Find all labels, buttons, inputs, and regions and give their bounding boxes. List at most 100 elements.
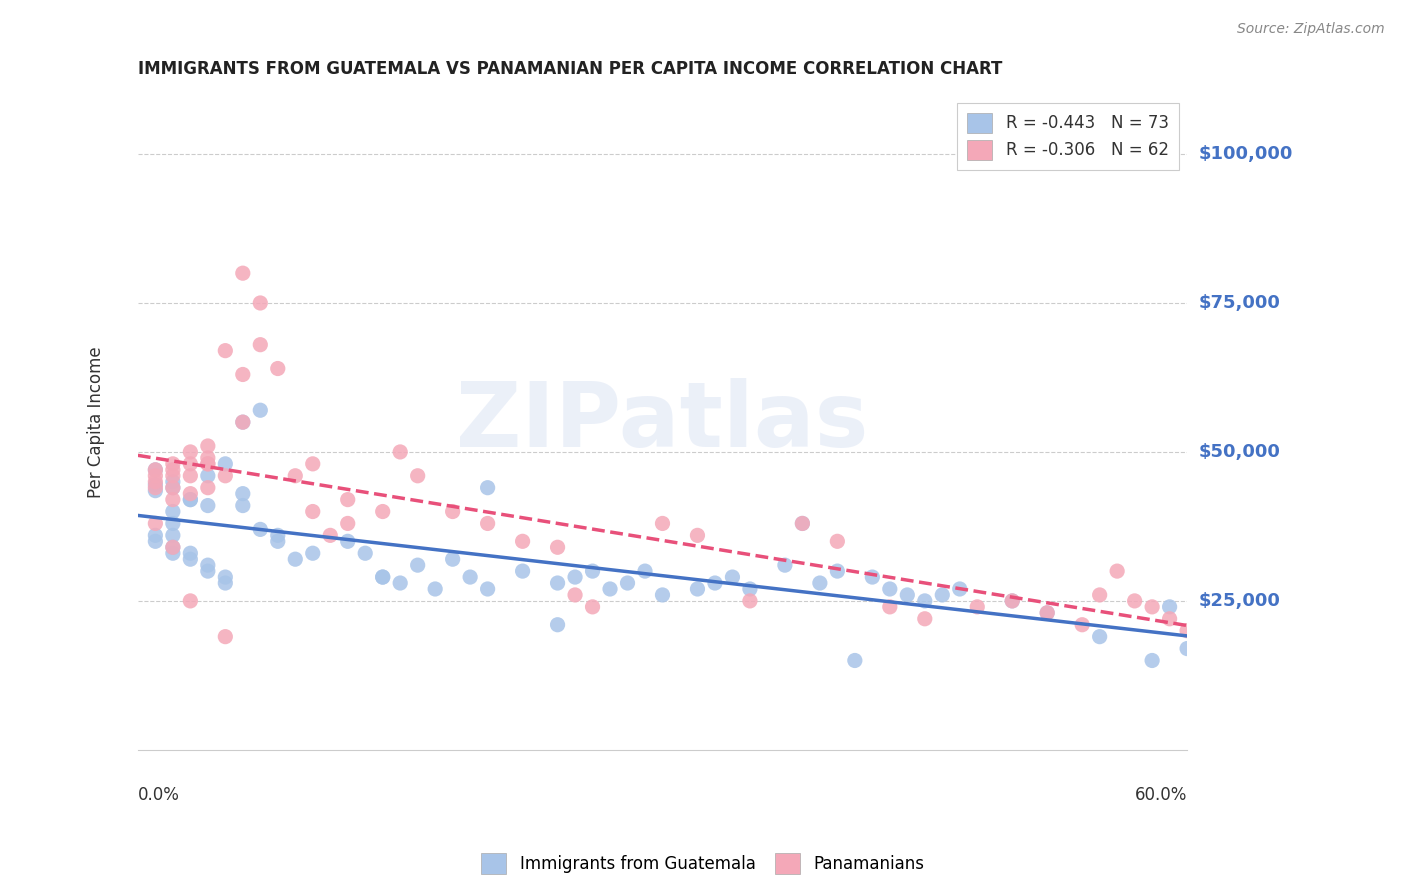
Point bbox=[179, 492, 201, 507]
Point bbox=[703, 576, 725, 591]
Point bbox=[686, 582, 709, 596]
Point bbox=[232, 266, 254, 280]
Point bbox=[844, 653, 866, 667]
Point bbox=[162, 481, 184, 495]
Text: Source: ZipAtlas.com: Source: ZipAtlas.com bbox=[1237, 22, 1385, 37]
Point bbox=[179, 552, 201, 566]
Text: $50,000: $50,000 bbox=[1198, 443, 1279, 461]
Point bbox=[336, 492, 359, 507]
Point bbox=[477, 516, 499, 531]
Point bbox=[441, 552, 464, 566]
Point bbox=[214, 343, 236, 358]
Point bbox=[458, 570, 481, 584]
Point bbox=[1140, 653, 1163, 667]
Point bbox=[949, 582, 972, 596]
Point bbox=[214, 468, 236, 483]
Point bbox=[599, 582, 621, 596]
Point bbox=[232, 415, 254, 429]
Point bbox=[547, 541, 569, 555]
Point bbox=[214, 630, 236, 644]
Text: 60.0%: 60.0% bbox=[1135, 786, 1187, 804]
Legend: R = -0.443   N = 73, R = -0.306   N = 62: R = -0.443 N = 73, R = -0.306 N = 62 bbox=[957, 103, 1178, 170]
Point bbox=[197, 450, 219, 465]
Point bbox=[197, 564, 219, 578]
Point bbox=[162, 541, 184, 555]
Point bbox=[179, 492, 201, 507]
Point bbox=[512, 534, 534, 549]
Point bbox=[145, 483, 167, 498]
Point bbox=[879, 599, 901, 614]
Point bbox=[651, 588, 673, 602]
Point bbox=[197, 481, 219, 495]
Point bbox=[931, 588, 953, 602]
Point bbox=[441, 504, 464, 518]
Point bbox=[896, 588, 918, 602]
Point bbox=[721, 570, 744, 584]
Point bbox=[1001, 594, 1024, 608]
Text: IMMIGRANTS FROM GUATEMALA VS PANAMANIAN PER CAPITA INCOME CORRELATION CHART: IMMIGRANTS FROM GUATEMALA VS PANAMANIAN … bbox=[138, 60, 1002, 78]
Point bbox=[214, 457, 236, 471]
Point bbox=[371, 570, 394, 584]
Point bbox=[389, 576, 412, 591]
Point bbox=[145, 463, 167, 477]
Point bbox=[162, 457, 184, 471]
Point bbox=[249, 403, 271, 417]
Point bbox=[1036, 606, 1059, 620]
Point bbox=[267, 528, 290, 542]
Point bbox=[162, 468, 184, 483]
Point bbox=[1088, 630, 1111, 644]
Point bbox=[564, 570, 586, 584]
Point bbox=[162, 492, 184, 507]
Point bbox=[371, 504, 394, 518]
Point bbox=[267, 361, 290, 376]
Point bbox=[319, 528, 342, 542]
Point bbox=[406, 558, 429, 573]
Point bbox=[512, 564, 534, 578]
Point bbox=[1159, 612, 1181, 626]
Point bbox=[564, 588, 586, 602]
Point bbox=[162, 541, 184, 555]
Point bbox=[1088, 588, 1111, 602]
Point bbox=[425, 582, 447, 596]
Point bbox=[477, 481, 499, 495]
Point bbox=[616, 576, 638, 591]
Point bbox=[145, 528, 167, 542]
Point bbox=[197, 558, 219, 573]
Point bbox=[738, 594, 761, 608]
Point bbox=[232, 368, 254, 382]
Point bbox=[371, 570, 394, 584]
Point bbox=[1175, 641, 1198, 656]
Point bbox=[214, 576, 236, 591]
Point bbox=[914, 594, 936, 608]
Point bbox=[197, 439, 219, 453]
Point bbox=[179, 594, 201, 608]
Point bbox=[406, 468, 429, 483]
Point bbox=[547, 617, 569, 632]
Point bbox=[284, 468, 307, 483]
Text: 0.0%: 0.0% bbox=[138, 786, 180, 804]
Point bbox=[738, 582, 761, 596]
Point bbox=[197, 499, 219, 513]
Point bbox=[879, 582, 901, 596]
Point bbox=[179, 546, 201, 560]
Point bbox=[249, 337, 271, 351]
Point bbox=[145, 481, 167, 495]
Point bbox=[389, 445, 412, 459]
Point bbox=[792, 516, 814, 531]
Point bbox=[651, 516, 673, 531]
Point bbox=[336, 516, 359, 531]
Point bbox=[249, 296, 271, 310]
Point bbox=[145, 463, 167, 477]
Text: $25,000: $25,000 bbox=[1198, 592, 1279, 610]
Point bbox=[773, 558, 796, 573]
Point bbox=[336, 534, 359, 549]
Point bbox=[145, 534, 167, 549]
Point bbox=[162, 504, 184, 518]
Point bbox=[179, 468, 201, 483]
Point bbox=[966, 599, 988, 614]
Point bbox=[162, 528, 184, 542]
Point bbox=[1107, 564, 1129, 578]
Point bbox=[547, 576, 569, 591]
Point bbox=[354, 546, 377, 560]
Point bbox=[301, 457, 323, 471]
